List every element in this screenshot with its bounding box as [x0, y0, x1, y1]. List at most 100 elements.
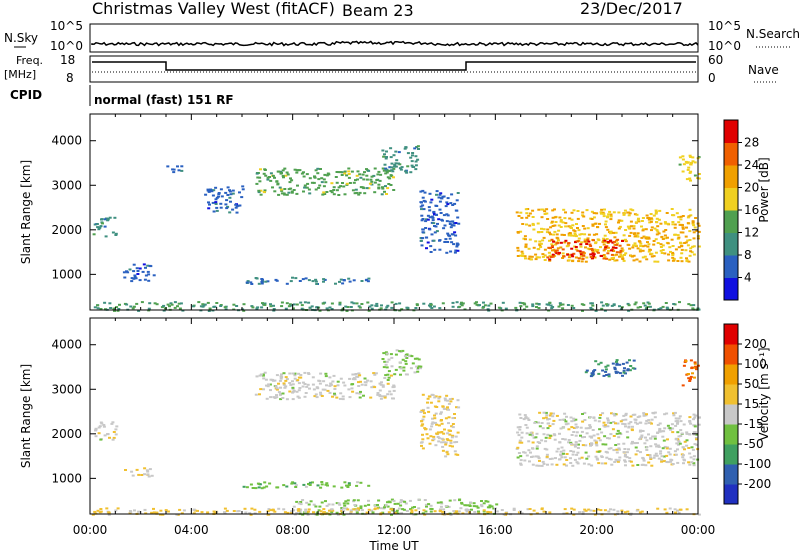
heatmap-cell — [553, 208, 556, 211]
heatmap-cell — [386, 373, 390, 376]
heatmap-cell — [104, 235, 108, 238]
heatmap-cell — [448, 220, 452, 223]
heatmap-cell — [447, 408, 451, 411]
heatmap-cell — [693, 425, 697, 428]
heatmap-cell — [112, 307, 116, 310]
heatmap-cell — [232, 303, 236, 306]
heatmap-cell — [315, 306, 319, 309]
heatmap-cell — [437, 218, 441, 221]
heatmap-cell — [319, 391, 322, 394]
heatmap-cell — [626, 225, 630, 228]
heatmap-cell — [258, 176, 262, 179]
heatmap-cell — [358, 191, 362, 194]
heatmap-cell — [421, 228, 425, 231]
heatmap-cell — [442, 508, 446, 511]
heatmap-cell — [291, 307, 295, 310]
heatmap-cell — [629, 365, 633, 367]
heatmap-cell — [531, 455, 535, 458]
heatmap-cell — [429, 507, 433, 510]
heatmap-cell — [340, 509, 343, 512]
heatmap-cell — [658, 429, 662, 432]
heatmap-cell — [293, 372, 297, 375]
heatmap-cell — [445, 394, 449, 397]
heatmap-cell — [526, 417, 530, 420]
heatmap-cell — [665, 447, 669, 450]
heatmap-cell — [678, 508, 682, 511]
heatmap-cell — [684, 241, 688, 244]
heatmap-cell — [682, 364, 686, 367]
heatmap-cell — [678, 223, 682, 226]
ytick-label: 2000 — [51, 223, 82, 237]
heatmap-cell — [637, 220, 641, 223]
ytick-label: 2000 — [51, 427, 82, 441]
heatmap-cell — [333, 394, 337, 397]
heatmap-cell — [565, 459, 569, 461]
heatmap-cell — [243, 507, 247, 510]
heatmap-cell — [317, 186, 321, 189]
heatmap-cell — [391, 508, 395, 511]
heatmap-cell — [591, 257, 594, 260]
heatmap-cell — [438, 193, 442, 196]
heatmap-cell — [523, 308, 526, 311]
heatmap-cell — [568, 254, 572, 257]
heatmap-cell — [557, 239, 560, 242]
heatmap-cell — [591, 224, 595, 227]
heatmap-cell — [426, 214, 430, 217]
heatmap-cell — [686, 222, 690, 225]
heatmap-cell — [679, 429, 683, 432]
heatmap-cell — [309, 500, 313, 503]
heatmap-cell — [567, 439, 571, 441]
heatmap-cell — [601, 241, 605, 244]
heatmap-cell — [609, 421, 613, 424]
heatmap-cell — [341, 507, 345, 510]
heatmap-cell — [652, 456, 656, 459]
heatmap-cell — [297, 396, 301, 399]
heatmap-cell — [610, 463, 614, 466]
heatmap-cell — [259, 168, 262, 171]
heatmap-cell — [264, 280, 268, 283]
heatmap-cell — [352, 181, 356, 184]
heatmap-cell — [527, 214, 531, 217]
heatmap-cell — [414, 160, 418, 163]
heatmap-cell — [365, 178, 369, 181]
heatmap-cell — [266, 176, 270, 179]
heatmap-cell — [542, 417, 546, 420]
heatmap-cell — [282, 508, 286, 511]
heatmap-cell — [275, 486, 279, 489]
heatmap-cell — [689, 359, 693, 362]
heatmap-cell — [600, 208, 604, 211]
heatmap-cell — [486, 500, 490, 503]
heatmap-cell — [93, 223, 97, 226]
heatmap-cell — [625, 451, 629, 454]
heatmap-cell — [588, 243, 592, 246]
heatmap-cell — [512, 507, 516, 510]
heatmap-cell — [563, 217, 567, 220]
heatmap-cell — [678, 301, 681, 304]
heatmap-cell — [678, 442, 682, 445]
heatmap-cell — [315, 386, 319, 389]
heatmap-cell — [98, 425, 102, 428]
heatmap-cell — [454, 234, 458, 237]
heatmap-cell — [530, 255, 534, 258]
heatmap-cell — [590, 302, 594, 305]
heatmap-cell — [691, 220, 695, 223]
heatmap-cell — [406, 308, 410, 310]
heatmap-cell — [654, 452, 658, 455]
heatmap-cell — [593, 248, 597, 251]
heatmap-cell — [269, 305, 273, 308]
heatmap-cell — [475, 505, 479, 508]
heatmap-cell — [284, 174, 288, 177]
heatmap-cell — [328, 376, 332, 379]
heatmap-cell — [444, 441, 448, 444]
heatmap-cell — [680, 244, 684, 247]
heatmap-cell — [445, 213, 449, 216]
heatmap-cell — [429, 401, 433, 404]
heatmap-cell — [456, 399, 460, 402]
heatmap-cell — [259, 373, 263, 376]
heatmap-cell — [546, 427, 550, 430]
heatmap-cell — [643, 442, 647, 445]
heatmap-cell — [357, 372, 361, 375]
heatmap-cell — [269, 396, 273, 399]
heatmap-cell — [516, 249, 520, 252]
heatmap-cell — [538, 442, 542, 444]
